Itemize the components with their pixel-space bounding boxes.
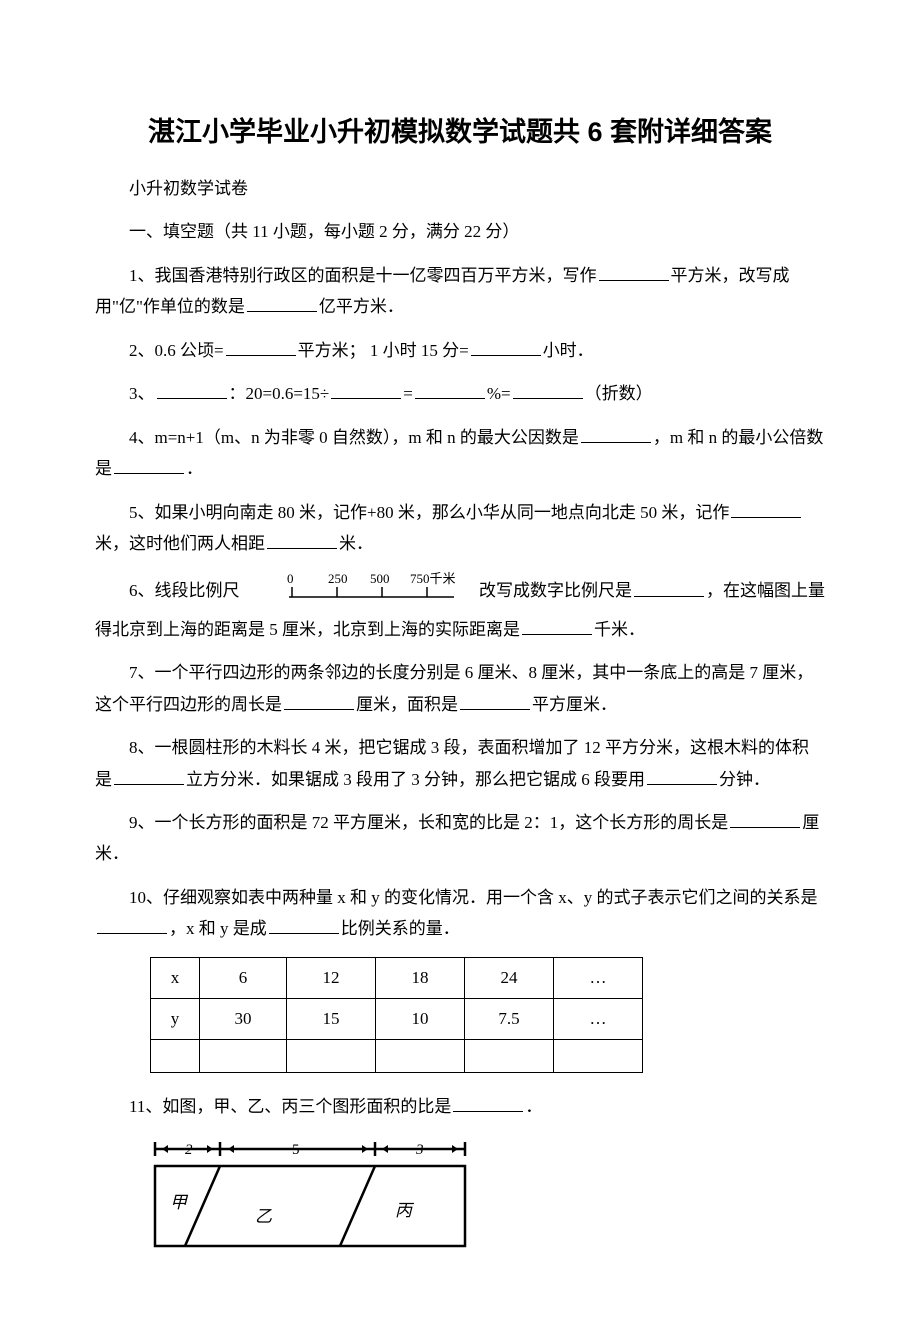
blank-q9-1[interactable] — [730, 809, 800, 828]
blank-q4-2[interactable] — [114, 455, 184, 474]
blank-q6-1[interactable] — [634, 578, 704, 597]
ruler-label-0: 0 — [287, 571, 294, 586]
q2-text-a: 2、0.6 公顷= — [129, 341, 224, 360]
q3-text-b: ：20=0.6=15÷ — [229, 384, 330, 403]
question-4: 4、m=n+1（m、n 为非零 0 自然数），m 和 n 的最大公因数是，m 和… — [95, 422, 825, 485]
blank-q5-2[interactable] — [267, 530, 337, 549]
ruler-label-2: 500 — [370, 571, 390, 586]
dim-3: 3 — [415, 1142, 424, 1158]
cell: 15 — [287, 998, 376, 1039]
blank-q7-2[interactable] — [460, 691, 530, 710]
ruler-svg: 0 250 500 750千米 — [284, 571, 469, 603]
question-2: 2、0.6 公顷= 平方米； 1 小时 15 分= 小时． — [95, 335, 825, 366]
q6-text-d: 千米． — [594, 620, 645, 639]
blank-q8-1[interactable] — [114, 766, 184, 785]
question-10: 10、仔细观察如表中两种量 x 和 y 的变化情况．用一个含 x、y 的式子表示… — [95, 882, 825, 945]
xy-table: x 6 12 18 24 … y 30 15 10 7.5 … — [150, 957, 643, 1073]
blank-q3-3[interactable] — [415, 380, 485, 399]
cell-y-label: y — [151, 998, 200, 1039]
q3-text-e: （折数） — [585, 384, 653, 403]
ruler-label-3: 750千米 — [410, 571, 456, 586]
cell: … — [554, 998, 643, 1039]
label-c: 丙 — [395, 1201, 415, 1220]
question-3: 3、 ：20=0.6=15÷ = %= （折数） — [95, 378, 825, 409]
shapes-svg: 2 5 3 甲 乙 丙 — [150, 1134, 480, 1259]
q3-text-c: = — [403, 384, 413, 403]
cell: 12 — [287, 957, 376, 998]
label-b: 乙 — [255, 1207, 272, 1226]
q4-text-a: 4、m=n+1（m、n 为非零 0 自然数），m 和 n 的最大公因数是 — [129, 428, 579, 447]
q8-text-c: 分钟． — [719, 770, 770, 789]
blank-q6-2[interactable] — [522, 616, 592, 635]
blank-q5-1[interactable] — [731, 499, 801, 518]
q11-text-b: ． — [525, 1097, 542, 1116]
shapes-figure: 2 5 3 甲 乙 丙 — [150, 1134, 825, 1259]
blank-q1-2[interactable] — [247, 293, 317, 312]
q5-text-b: 米，这时他们两人相距 — [95, 534, 265, 553]
question-9: 9、一个长方形的面积是 72 平方厘米，长和宽的比是 2：1，这个长方形的周长是… — [95, 807, 825, 870]
ruler-label-1: 250 — [328, 571, 348, 586]
q5-text-a: 5、如果小明向南走 80 米，记作+80 米，那么小华从同一地点向北走 50 米… — [129, 503, 729, 522]
question-11: 11、如图，甲、乙、丙三个图形面积的比是 ． — [95, 1091, 825, 1122]
q10-text-c: 比例关系的量． — [341, 919, 460, 938]
table-row: x 6 12 18 24 … — [151, 957, 643, 998]
cell: 18 — [376, 957, 465, 998]
cell: 7.5 — [465, 998, 554, 1039]
question-7: 7、一个平行四边形的两条邻边的长度分别是 6 厘米、8 厘米，其中一条底上的高是… — [95, 657, 825, 720]
q5-text-c: 米． — [339, 534, 373, 553]
q6-text-a: 6、线段比例尺 — [129, 582, 240, 601]
page-container: 湛江小学毕业小升初模拟数学试题共 6 套附详细答案 小升初数学试卷 一、填空题（… — [0, 0, 920, 1319]
q1-text-a: 1、我国香港特别行政区的面积是十一亿零四百万平方米，写作 — [129, 266, 597, 285]
q11-text-a: 11、如图，甲、乙、丙三个图形面积的比是 — [129, 1097, 451, 1116]
q3-text-a: 3、 — [129, 384, 155, 403]
cell: 24 — [465, 957, 554, 998]
cell: 30 — [200, 998, 287, 1039]
q9-text-a: 9、一个长方形的面积是 72 平方厘米，长和宽的比是 2：1，这个长方形的周长是 — [129, 813, 728, 832]
blank-q2-1[interactable] — [226, 337, 296, 356]
blank-q11-1[interactable] — [453, 1093, 523, 1112]
blank-q7-1[interactable] — [284, 691, 354, 710]
question-5: 5、如果小明向南走 80 米，记作+80 米，那么小华从同一地点向北走 50 米… — [95, 497, 825, 560]
dim-5: 5 — [292, 1142, 300, 1158]
blank-q2-2[interactable] — [471, 337, 541, 356]
q4-text-c: ． — [186, 459, 203, 478]
blank-q1-1[interactable] — [599, 262, 669, 281]
document-title: 湛江小学毕业小升初模拟数学试题共 6 套附详细答案 — [95, 110, 825, 149]
blank-q8-2[interactable] — [647, 766, 717, 785]
q3-text-d: %= — [487, 384, 511, 403]
cell-x-label: x — [151, 957, 200, 998]
question-6: 6、线段比例尺 0 250 500 750千米 改写成数字比例尺是，在这幅图上量… — [95, 571, 825, 645]
cell: 6 — [200, 957, 287, 998]
q8-text-b: 立方分米．如果锯成 3 段用了 3 分钟，那么把它锯成 6 段要用 — [186, 770, 645, 789]
section-a-heading: 一、填空题（共 11 小题，每小题 2 分，满分 22 分） — [95, 216, 825, 247]
blank-q3-4[interactable] — [513, 380, 583, 399]
cell: … — [554, 957, 643, 998]
question-1: 1、我国香港特别行政区的面积是十一亿零四百万平方米，写作平方米，改写成用"亿"作… — [95, 260, 825, 323]
q10-text-a: 10、仔细观察如表中两种量 x 和 y 的变化情况．用一个含 x、y 的式子表示… — [129, 888, 818, 907]
q10-text-b: ，x 和 y 是成 — [169, 919, 267, 938]
table-row-empty — [151, 1039, 643, 1072]
blank-q10-2[interactable] — [269, 915, 339, 934]
q1-text-c: 亿平方米． — [319, 297, 404, 316]
subtitle-line: 小升初数学试卷 — [95, 173, 825, 204]
q7-text-b: 厘米，面积是 — [356, 695, 458, 714]
question-8: 8、一根圆柱形的木料长 4 米，把它锯成 3 段，表面积增加了 12 平方分米，… — [95, 732, 825, 795]
blank-q4-1[interactable] — [581, 424, 651, 443]
blank-q10-1[interactable] — [97, 915, 167, 934]
blank-q3-1[interactable] — [157, 380, 227, 399]
q2-text-c: 小时． — [543, 341, 594, 360]
label-a: 甲 — [170, 1193, 189, 1212]
blank-q3-2[interactable] — [331, 380, 401, 399]
cell: 10 — [376, 998, 465, 1039]
q2-text-b: 平方米； 1 小时 15 分= — [298, 341, 469, 360]
dim-2: 2 — [185, 1142, 193, 1158]
q7-text-c: 平方厘米． — [532, 695, 617, 714]
table-row: y 30 15 10 7.5 … — [151, 998, 643, 1039]
q6-text-b: 改写成数字比例尺是 — [479, 582, 632, 601]
ruler-scale-figure: 0 250 500 750千米 — [250, 571, 469, 613]
